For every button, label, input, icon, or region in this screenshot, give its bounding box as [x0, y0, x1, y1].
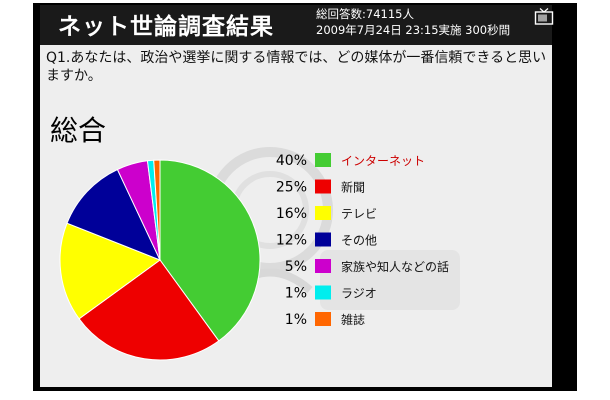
legend-value-6: 1%	[285, 286, 307, 302]
legend-label-2: 新聞	[341, 180, 365, 195]
legend-label-5: 家族や知人などの話	[341, 259, 449, 274]
chart-title: 総合	[50, 114, 107, 147]
header-title: ネット世論調査結果	[58, 14, 274, 40]
pie-slice-4	[66, 168, 161, 261]
watermark-emblem	[210, 147, 460, 310]
pie-slice-1	[159, 159, 261, 342]
legend-label-1: インターネット	[341, 154, 425, 168]
legend-value-3: 16%	[276, 206, 307, 222]
legend-value-1: 40%	[276, 153, 307, 169]
legend-label-7: 雑誌	[341, 312, 365, 327]
legend-value-4: 12%	[276, 233, 307, 249]
legend-value-5: 5%	[285, 259, 307, 275]
legend-swatch-1	[315, 153, 331, 167]
legend-value-2: 25%	[276, 180, 307, 196]
tv-icon	[534, 8, 554, 25]
pie-slice-7	[153, 159, 161, 261]
legend-swatch-5	[315, 259, 331, 273]
legend-swatch-7	[315, 312, 331, 326]
legend-swatch-3	[315, 206, 331, 220]
pie-slice-3	[59, 222, 162, 320]
question-text: Q1.あなたは、政治や選挙に関する情報では、どの媒体が一番信頼できると思いますか…	[46, 50, 547, 84]
legend-value-7: 1%	[285, 312, 307, 328]
total-responses: 総回答数:74115人	[316, 7, 414, 21]
legend-swatch-2	[315, 179, 331, 194]
legend-label-3: テレビ	[341, 207, 377, 221]
legend-swatch-4	[315, 232, 331, 247]
pie-slice-2	[78, 259, 220, 361]
legend-label-6: ラジオ	[341, 287, 377, 301]
header-bar	[40, 5, 552, 45]
header-meta: 総回答数:74115人 2009年7月24日 23:15実施 300秒間	[316, 6, 510, 38]
survey-datetime: 2009年7月24日 23:15実施 300秒間	[316, 23, 511, 37]
legend-swatch-6	[315, 285, 331, 300]
legend-label-4: その他	[341, 234, 377, 248]
